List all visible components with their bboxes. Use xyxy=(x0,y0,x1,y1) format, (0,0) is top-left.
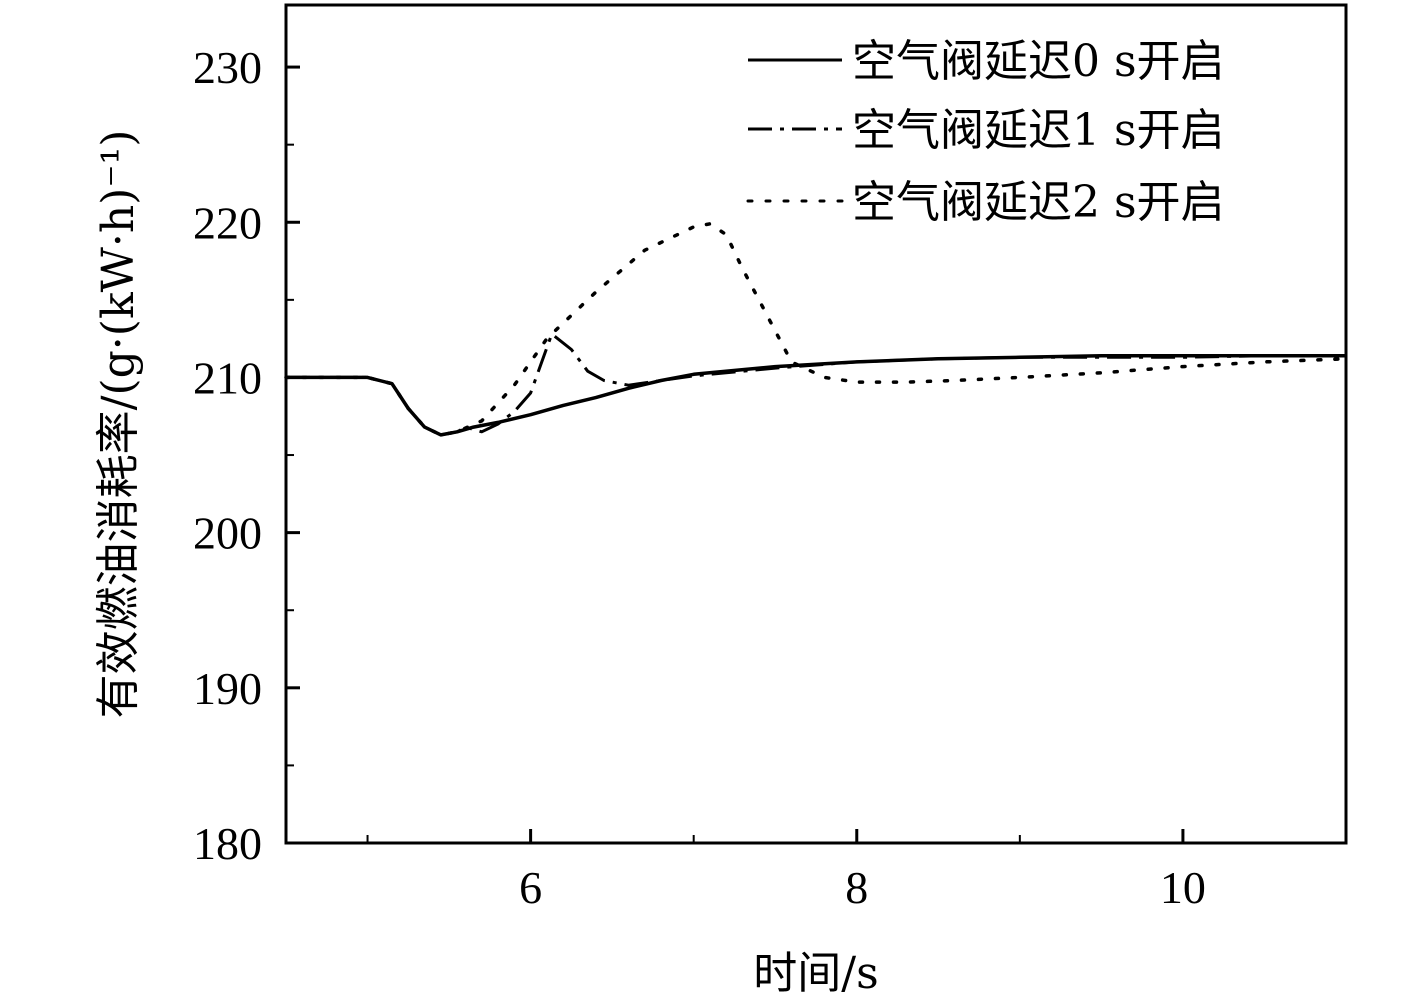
legend-label-2: 空气阀延迟2 s开启 xyxy=(852,177,1225,228)
x-axis-label: 时间/s xyxy=(753,948,878,999)
y-tick-label-210: 210 xyxy=(193,352,262,403)
y-axis-label: 有效燃油消耗率/(g·(kW·h)⁻¹) xyxy=(93,130,144,719)
legend-label-1: 空气阀延迟1 s开启 xyxy=(852,105,1225,156)
y-tick-label-200: 200 xyxy=(193,508,262,559)
y-tick-label-190: 190 xyxy=(193,663,262,714)
series-line-2 xyxy=(284,222,1348,437)
plot-frame xyxy=(284,3,1348,845)
x-tick-label-6: 6 xyxy=(519,862,542,913)
series-layer xyxy=(284,222,1348,437)
legend: 空气阀延迟0 s开启 空气阀延迟1 s开启 空气阀延迟2 s开启 xyxy=(746,36,1225,228)
legend-label-0: 空气阀延迟0 s开启 xyxy=(852,36,1225,87)
y-tick-label-230: 230 xyxy=(193,42,262,93)
plot-background xyxy=(286,5,1346,843)
x-tick-label-10: 10 xyxy=(1160,862,1206,913)
x-tick-label-8: 8 xyxy=(845,862,868,913)
y-tick-label-220: 220 xyxy=(193,197,262,248)
series-line-0 xyxy=(286,353,1346,437)
y-tick-label-180: 180 xyxy=(193,818,262,869)
ticks-layer: 180 190 200 210 220 230 6 8 10 xyxy=(193,42,1347,913)
